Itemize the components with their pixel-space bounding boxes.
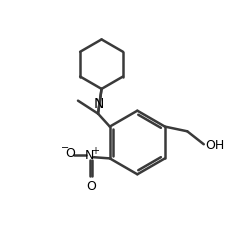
Text: −: − — [61, 143, 69, 153]
Text: N: N — [93, 97, 104, 111]
Text: OH: OH — [206, 139, 225, 152]
Text: +: + — [91, 146, 99, 156]
Text: O: O — [65, 147, 75, 160]
Text: N: N — [85, 149, 95, 162]
Text: O: O — [86, 180, 96, 193]
